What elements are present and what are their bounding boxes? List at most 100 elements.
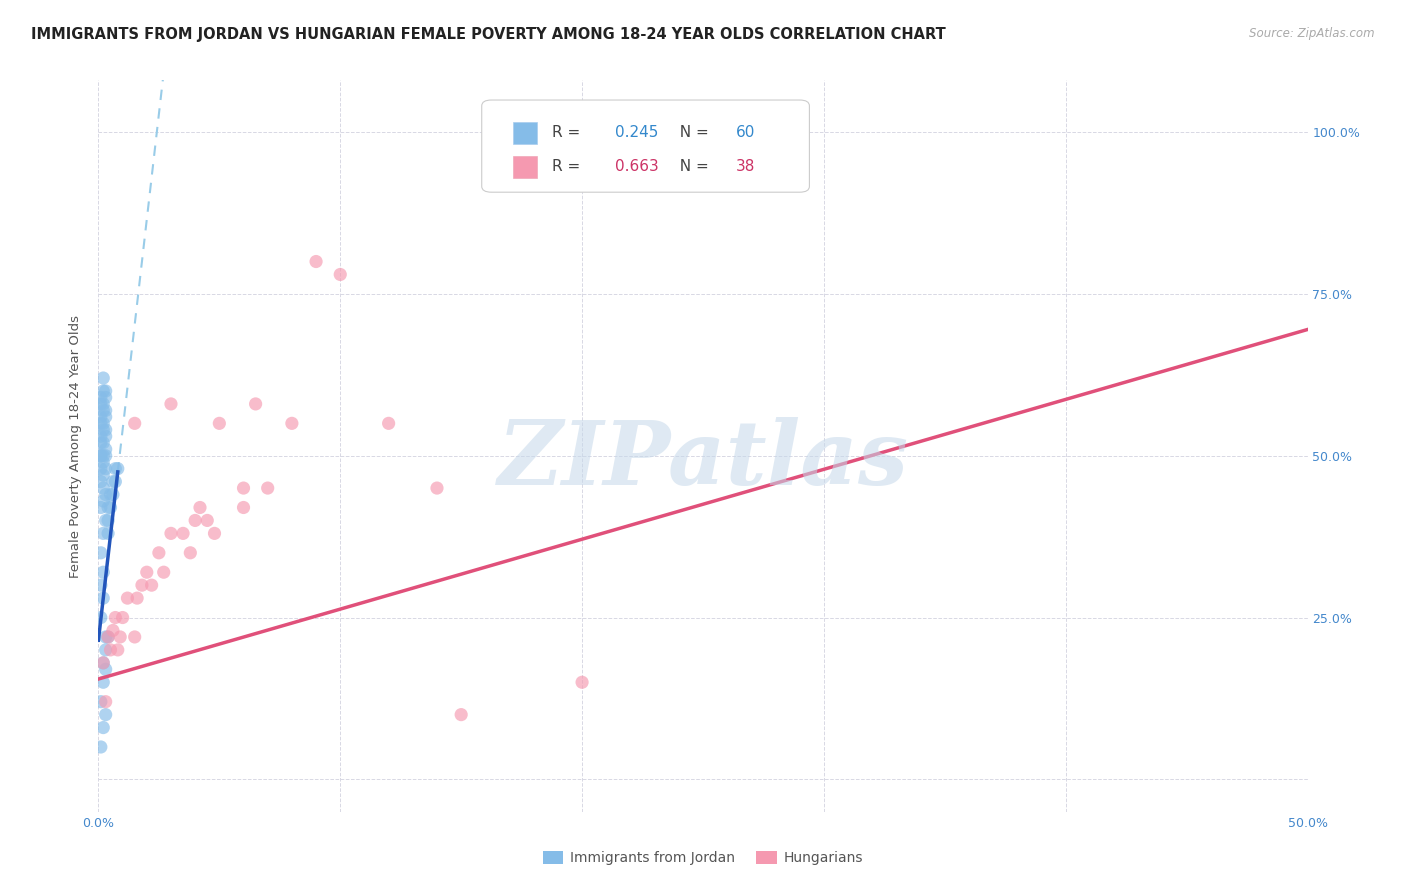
Point bbox=[208, 417, 231, 431]
Point bbox=[91, 371, 114, 385]
Point bbox=[90, 449, 112, 463]
Point bbox=[91, 656, 114, 670]
Point bbox=[101, 487, 124, 501]
Point bbox=[124, 630, 146, 644]
Point bbox=[90, 449, 112, 463]
Point bbox=[245, 397, 267, 411]
Point bbox=[160, 526, 183, 541]
Point bbox=[91, 481, 114, 495]
Point bbox=[94, 449, 117, 463]
Point bbox=[91, 417, 114, 431]
Point bbox=[94, 384, 117, 398]
Point bbox=[131, 578, 153, 592]
Point bbox=[91, 591, 114, 606]
Point bbox=[90, 739, 112, 754]
Point bbox=[97, 513, 120, 527]
FancyBboxPatch shape bbox=[513, 155, 537, 178]
Point bbox=[101, 475, 124, 489]
Text: 0.245: 0.245 bbox=[614, 126, 658, 140]
Point bbox=[107, 461, 129, 475]
Point bbox=[91, 449, 114, 463]
Point bbox=[91, 397, 114, 411]
Point bbox=[91, 423, 114, 437]
Point bbox=[100, 487, 122, 501]
Point bbox=[91, 384, 114, 398]
Point bbox=[94, 662, 117, 676]
Point bbox=[100, 500, 122, 515]
Point bbox=[104, 461, 127, 475]
Point bbox=[104, 475, 127, 489]
Point bbox=[91, 656, 114, 670]
Point bbox=[232, 500, 254, 515]
Point bbox=[94, 391, 117, 405]
Point bbox=[90, 409, 112, 424]
Text: R =: R = bbox=[553, 159, 585, 174]
Point bbox=[91, 526, 114, 541]
Point bbox=[90, 397, 112, 411]
Point bbox=[94, 707, 117, 722]
Text: ZIPatlas: ZIPatlas bbox=[498, 417, 908, 504]
Point bbox=[90, 417, 112, 431]
Point bbox=[90, 695, 112, 709]
Point bbox=[90, 391, 112, 405]
Point bbox=[184, 513, 207, 527]
Point bbox=[172, 526, 194, 541]
Legend: Immigrants from Jordan, Hungarians: Immigrants from Jordan, Hungarians bbox=[537, 846, 869, 871]
Point bbox=[91, 494, 114, 508]
Point bbox=[91, 435, 114, 450]
Text: 0.663: 0.663 bbox=[614, 159, 658, 174]
Y-axis label: Female Poverty Among 18-24 Year Olds: Female Poverty Among 18-24 Year Olds bbox=[69, 315, 83, 577]
Point bbox=[91, 566, 114, 580]
Point bbox=[127, 591, 149, 606]
FancyBboxPatch shape bbox=[482, 100, 810, 192]
Point bbox=[160, 397, 183, 411]
Point bbox=[94, 442, 117, 457]
Point bbox=[281, 417, 304, 431]
Point bbox=[305, 254, 328, 268]
Point bbox=[148, 546, 170, 560]
Point bbox=[117, 591, 139, 606]
Point bbox=[111, 610, 134, 624]
Point bbox=[90, 435, 112, 450]
Point bbox=[97, 630, 120, 644]
Point bbox=[91, 455, 114, 469]
Point bbox=[91, 468, 114, 483]
Point bbox=[329, 268, 352, 282]
Point bbox=[90, 461, 112, 475]
Point bbox=[91, 675, 114, 690]
Point bbox=[94, 429, 117, 443]
Point bbox=[135, 566, 157, 580]
Text: Source: ZipAtlas.com: Source: ZipAtlas.com bbox=[1250, 27, 1375, 40]
Point bbox=[94, 513, 117, 527]
Point bbox=[90, 475, 112, 489]
Point bbox=[91, 403, 114, 417]
Point bbox=[90, 429, 112, 443]
Point bbox=[94, 630, 117, 644]
Point bbox=[90, 578, 112, 592]
Point bbox=[571, 675, 593, 690]
Point bbox=[124, 417, 146, 431]
Point bbox=[97, 630, 120, 644]
FancyBboxPatch shape bbox=[513, 122, 537, 144]
Text: N =: N = bbox=[671, 126, 714, 140]
Point bbox=[256, 481, 278, 495]
Point bbox=[100, 643, 122, 657]
Text: IMMIGRANTS FROM JORDAN VS HUNGARIAN FEMALE POVERTY AMONG 18-24 YEAR OLDS CORRELA: IMMIGRANTS FROM JORDAN VS HUNGARIAN FEMA… bbox=[31, 27, 946, 42]
Point bbox=[94, 695, 117, 709]
Point bbox=[90, 546, 112, 560]
Point bbox=[101, 624, 124, 638]
Point bbox=[195, 513, 218, 527]
Point bbox=[377, 417, 399, 431]
Point bbox=[152, 566, 174, 580]
Text: 38: 38 bbox=[735, 159, 755, 174]
Point bbox=[90, 500, 112, 515]
Point bbox=[204, 526, 226, 541]
Point bbox=[104, 610, 127, 624]
Point bbox=[94, 461, 117, 475]
Text: R =: R = bbox=[553, 126, 585, 140]
Point bbox=[94, 643, 117, 657]
Point bbox=[107, 643, 129, 657]
Point bbox=[90, 610, 112, 624]
Point bbox=[94, 487, 117, 501]
Point bbox=[141, 578, 163, 592]
